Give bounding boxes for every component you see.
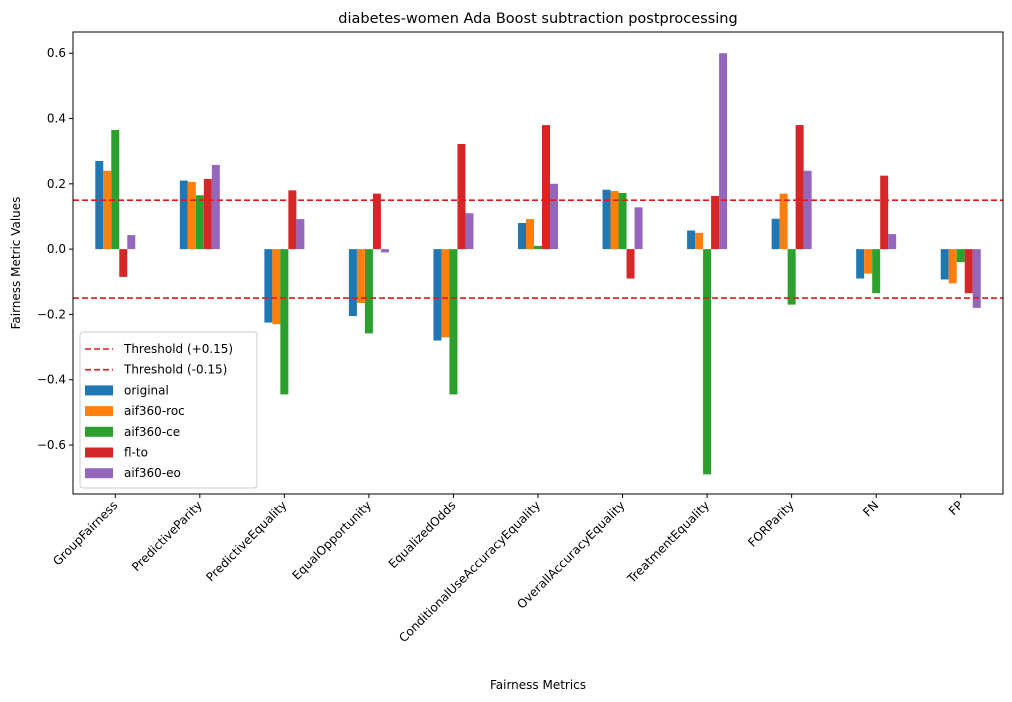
bar-aif360-ce-TreatmentEquality	[703, 249, 712, 475]
bar-aif360-roc-ConditionalUseAccuracyEquality	[526, 219, 534, 250]
bar-aif360-roc-EqualOpportunity	[356, 249, 365, 303]
bar-original-PredictiveEquality	[264, 249, 273, 323]
bar-original-FN	[856, 249, 865, 279]
legend-label: Threshold (-0.15)	[123, 363, 227, 377]
bar-fl-to-FORParity	[795, 125, 804, 250]
legend-swatch	[85, 406, 113, 417]
y-tick-label: −0.4	[37, 373, 66, 387]
y-tick-label: 0.0	[47, 242, 66, 256]
legend-box	[79, 331, 258, 489]
bar-aif360-eo-GroupFairness	[127, 235, 136, 250]
x-tick-label: ConditionalUseAccuracyEquality	[396, 498, 543, 645]
bar-aif360-eo-FN	[888, 234, 897, 250]
legend-swatch	[85, 385, 113, 396]
bar-aif360-ce-FORParity	[787, 249, 796, 305]
y-tick-label: −0.6	[37, 438, 66, 452]
bar-aif360-eo-OverallAccuracyEquality	[634, 207, 643, 250]
chart-title: diabetes-women Ada Boost subtraction pos…	[338, 11, 737, 27]
bar-original-OverallAccuracyEquality	[602, 189, 611, 250]
bar-aif360-eo-ConditionalUseAccuracyEquality	[550, 183, 558, 250]
legend-label: aif360-eo	[124, 466, 181, 480]
bar-aif360-roc-PredictiveParity	[187, 181, 196, 250]
bar-fl-to-PredictiveParity	[203, 178, 212, 250]
bar-fl-to-EqualOpportunity	[372, 193, 381, 250]
bar-aif360-ce-EqualOpportunity	[364, 249, 373, 334]
legend-swatch	[85, 447, 113, 458]
bar-fl-to-TreatmentEquality	[711, 195, 720, 250]
bar-aif360-ce-OverallAccuracyEquality	[618, 192, 627, 250]
bar-aif360-roc-FP	[948, 249, 957, 284]
bar-aif360-eo-TreatmentEquality	[719, 53, 728, 250]
bar-original-EqualOpportunity	[348, 249, 357, 317]
legend-label: aif360-roc	[124, 404, 185, 418]
y-tick-label: 0.2	[47, 177, 66, 191]
x-tick-label: FORParity	[745, 498, 796, 549]
bar-aif360-ce-FP	[956, 249, 965, 263]
bar-aif360-eo-PredictiveParity	[211, 164, 220, 250]
bar-fl-to-OverallAccuracyEquality	[626, 249, 635, 279]
x-tick-label: FP	[946, 498, 966, 518]
bar-original-FORParity	[771, 218, 780, 250]
threshold-lines-group	[73, 199, 1003, 299]
bar-aif360-eo-FORParity	[803, 170, 812, 250]
bars-group	[95, 53, 981, 475]
bar-original-PredictiveParity	[179, 180, 188, 250]
y-tick-label: 0.4	[47, 112, 66, 126]
x-axis: GroupFairness PredictiveParityPredictiveE…	[50, 494, 966, 645]
bar-original-EqualizedOdds	[433, 249, 442, 341]
bar-aif360-ce-FN	[872, 249, 881, 294]
x-tick-label: FN	[860, 498, 881, 519]
legend-label: aif360-ce	[124, 425, 180, 439]
y-axis-title: Fairness Metric Values	[9, 197, 23, 330]
x-tick-label: EqualizedOdds	[386, 498, 459, 571]
bar-original-ConditionalUseAccuracyEquality	[518, 223, 526, 250]
bar-aif360-eo-PredictiveEquality	[296, 219, 305, 250]
bar-fl-to-PredictiveEquality	[288, 190, 297, 250]
legend-swatch	[85, 468, 113, 479]
y-tick-label: −0.2	[37, 307, 66, 321]
bar-original-GroupFairness	[95, 160, 104, 250]
bar-original-FP	[940, 249, 949, 280]
bar-aif360-ce-EqualizedOdds	[449, 249, 458, 395]
y-tick-label: 0.6	[47, 46, 66, 60]
x-tick-label: GroupFairness	[50, 498, 120, 568]
y-axis: −0.6 −0.4 −0.2 0.0 0.2 0.4 0.6	[37, 46, 73, 452]
bar-fl-to-EqualizedOdds	[457, 143, 466, 250]
legend-label: fl-to	[124, 446, 148, 460]
bar-aif360-eo-EqualOpportunity	[380, 249, 389, 253]
bar-fl-to-GroupFairness	[119, 249, 128, 277]
bar-fl-to-FP	[964, 249, 973, 294]
bar-aif360-ce-PredictiveEquality	[280, 249, 289, 395]
legend: Threshold (+0.15) Threshold (-0.15) origin…	[79, 331, 258, 489]
bar-aif360-ce-GroupFairness	[111, 129, 120, 250]
legend-label: original	[124, 383, 169, 397]
bar-aif360-eo-EqualizedOdds	[465, 213, 474, 250]
bar-aif360-roc-OverallAccuracyEquality	[610, 191, 619, 250]
legend-swatch	[85, 426, 113, 437]
bar-aif360-roc-FORParity	[779, 193, 788, 250]
bar-aif360-eo-FP	[972, 249, 981, 308]
x-tick-label: PredictiveParity	[129, 498, 205, 574]
bar-aif360-roc-FN	[864, 249, 873, 274]
bar-aif360-roc-PredictiveEquality	[272, 249, 281, 325]
bar-aif360-ce-ConditionalUseAccuracyEquality	[534, 245, 542, 250]
bar-aif360-roc-EqualizedOdds	[441, 249, 450, 338]
x-tick-label: EqualOpportunity	[290, 498, 375, 583]
x-tick-label: TreatmentEquality	[624, 498, 712, 586]
bar-aif360-roc-GroupFairness	[103, 170, 112, 250]
legend-label: Threshold (+0.15)	[123, 342, 233, 356]
bar-fl-to-ConditionalUseAccuracyEquality	[542, 125, 550, 250]
x-axis-title: Fairness Metrics	[490, 678, 586, 692]
bar-fl-to-FN	[880, 175, 889, 250]
bar-aif360-roc-TreatmentEquality	[695, 232, 704, 250]
x-tick-label: PredictiveEquality	[203, 498, 289, 584]
bar-original-TreatmentEquality	[687, 230, 696, 250]
bar-aif360-ce-PredictiveParity	[195, 195, 204, 250]
